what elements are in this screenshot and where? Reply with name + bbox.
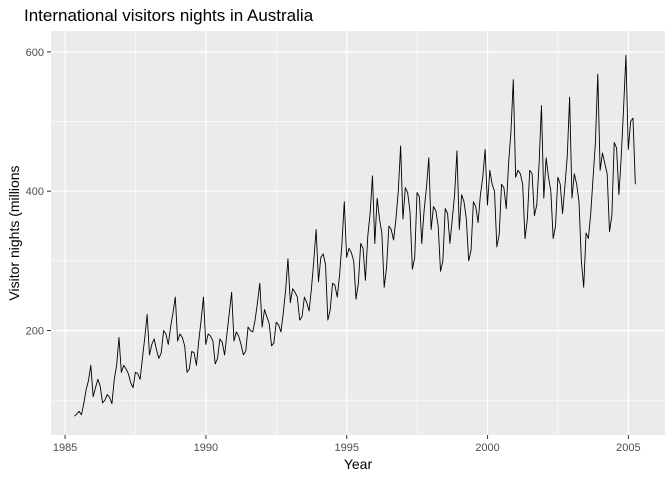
series-line [74, 54, 636, 417]
x-tick-label: 2005 [616, 442, 640, 454]
plot-panel [51, 31, 665, 435]
chart-title: International visitors nights in Austral… [24, 6, 314, 25]
x-tick-label: 1985 [53, 442, 77, 454]
major-gridlines [51, 31, 665, 435]
x-tick-label: 1995 [334, 442, 358, 454]
y-tick-label: 600 [26, 47, 44, 59]
y-axis: 200 400 600 [26, 47, 51, 338]
y-tick-label: 400 [26, 186, 44, 198]
y-axis-title: Visitor nights (millions [6, 165, 22, 300]
minor-gridlines [51, 31, 665, 435]
y-tick-label: 200 [26, 326, 44, 338]
x-axis-title: Year [344, 456, 373, 472]
x-tick-label: 1990 [194, 442, 218, 454]
x-axis: 1985 1990 1995 2000 2005 [53, 435, 641, 454]
x-tick-label: 2000 [475, 442, 499, 454]
